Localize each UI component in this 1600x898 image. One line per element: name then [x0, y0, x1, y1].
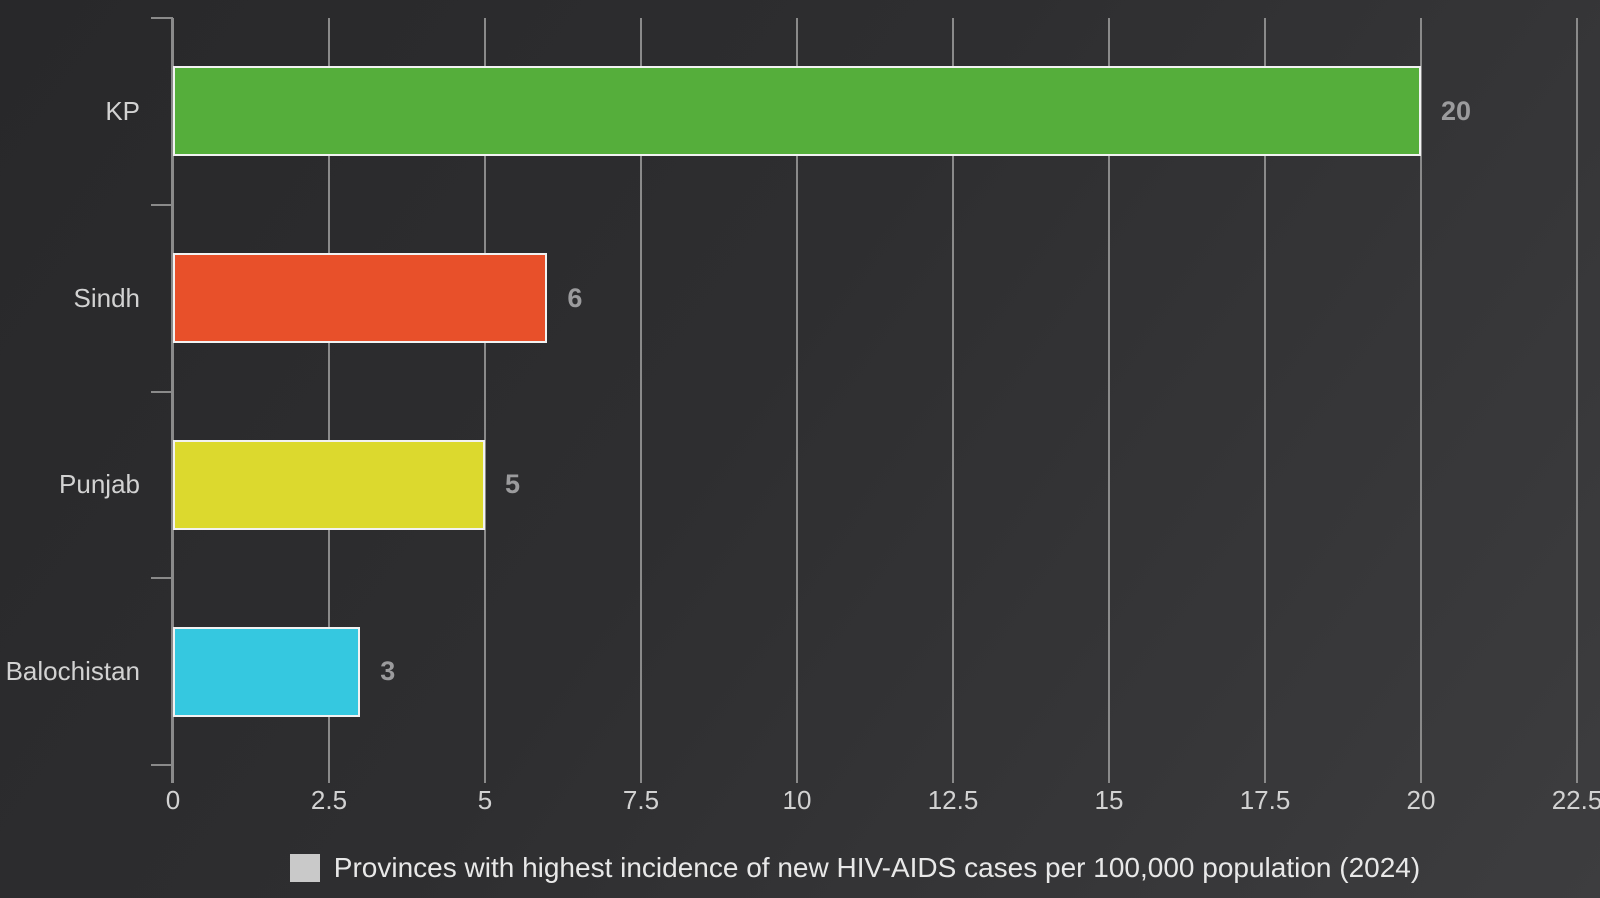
bar-row: 5 — [173, 392, 1577, 579]
bar-value-label: 3 — [380, 656, 396, 687]
gridline — [795, 18, 798, 783]
bar-value-label: 6 — [567, 282, 583, 313]
y-axis-line — [171, 18, 173, 783]
x-tick-label: 0 — [165, 785, 181, 815]
y-tick — [151, 764, 173, 766]
gridline — [327, 18, 330, 783]
category-label-punjab: Punjab — [59, 469, 140, 500]
gridline — [640, 18, 642, 783]
x-tick-label: 17.5 — [1239, 785, 1291, 815]
bar-value-label: 5 — [504, 469, 521, 500]
bar-balochistan[interactable] — [173, 626, 361, 717]
gridline — [483, 18, 486, 783]
y-tick — [151, 390, 173, 393]
bar-row: 3 — [173, 578, 1577, 765]
category-label-sindh: Sindh — [73, 282, 141, 313]
gridline — [952, 18, 954, 783]
legend-swatch-icon — [289, 854, 320, 882]
x-tick-label: 20 — [1406, 785, 1436, 815]
gridline — [172, 18, 174, 783]
gridline — [1264, 18, 1266, 783]
x-tick-label: 2.5 — [310, 785, 348, 815]
gridline — [1108, 18, 1110, 783]
y-axis-labels: KP Sindh Punjab Balochistan — [0, 18, 140, 765]
x-tick-label: 15 — [1094, 785, 1124, 815]
category-label-balochistan: Balochistan — [5, 656, 140, 687]
gridline — [1576, 18, 1578, 783]
category-label-kp: KP — [105, 95, 140, 126]
y-axis-ticks — [151, 17, 173, 766]
legend-label: Provinces with highest incidence of new … — [333, 852, 1421, 883]
bar-sindh[interactable] — [173, 253, 548, 344]
x-tick-label: 22.5 — [1551, 785, 1600, 815]
x-tick-label: 10 — [782, 785, 812, 815]
x-tick-label: 7.5 — [622, 785, 660, 815]
x-tick-label: 5 — [477, 785, 493, 815]
bar-punjab[interactable] — [173, 439, 485, 530]
y-tick — [151, 17, 173, 19]
y-tick — [151, 203, 173, 206]
gridline — [1419, 18, 1422, 783]
gridlines — [172, 18, 1578, 783]
bar-rows: 20 6 5 3 — [173, 18, 1577, 765]
x-tick-label: 12.5 — [927, 785, 979, 815]
x-axis-labels: 0 2.5 5 7.5 10 12.5 15 17.5 20 22.5 — [166, 783, 1600, 817]
legend[interactable]: Provinces with highest incidence of new … — [55, 852, 1600, 884]
bar-kp[interactable] — [173, 66, 1421, 157]
bar-row: 6 — [173, 205, 1577, 392]
bar-row: 20 — [173, 18, 1577, 205]
y-tick — [151, 577, 173, 580]
bar-value-label: 20 — [1440, 95, 1472, 126]
